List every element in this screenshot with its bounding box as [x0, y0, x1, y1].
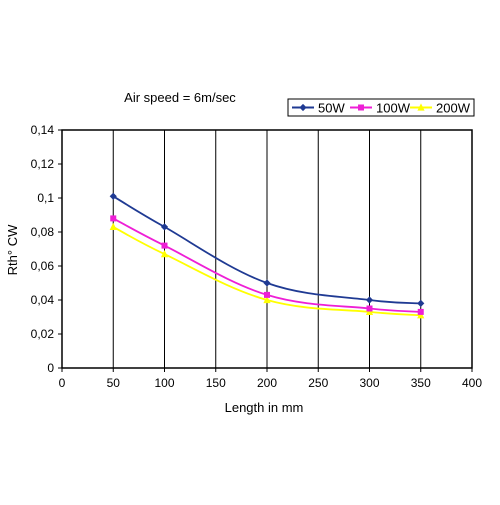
y-tick-label: 0,08: [31, 225, 55, 239]
y-tick-label: 0,12: [31, 157, 55, 171]
x-tick-label: 0: [59, 376, 66, 390]
data-point-50w: [109, 192, 117, 200]
y-tick-label: 0,04: [31, 293, 55, 307]
data-point-200w: [263, 295, 271, 304]
y-tick-label: 0,14: [31, 123, 55, 137]
x-tick-label: 250: [308, 376, 328, 390]
data-point-200w: [109, 222, 117, 230]
x-axis-label: Length in mm: [225, 400, 304, 415]
data-point-100w: [366, 305, 373, 312]
x-tick-label: 350: [411, 376, 431, 390]
y-tick-label: 0,02: [31, 327, 55, 341]
legend-label-50w: 50W: [318, 101, 345, 116]
plot-area: 0 50 100 150 200 250 300 350 400 0 0,02 0,04 0,06 0,0…: [31, 123, 483, 390]
x-tick-label: 400: [462, 376, 482, 390]
x-tick-label: 50: [107, 376, 121, 390]
legend: 50W 100W 200W: [287, 98, 475, 117]
x-tick-label: 100: [154, 376, 174, 390]
legend-box: [287, 98, 475, 117]
x-tick-label: 150: [206, 376, 226, 390]
y-tick-label: 0,1: [37, 191, 54, 205]
y-tick-label: 0,06: [31, 259, 55, 273]
legend-marker-100w: [358, 104, 364, 111]
data-point-100w: [264, 291, 270, 298]
series-100w: [110, 215, 424, 315]
chart-title: Air speed = 6m/sec: [124, 90, 236, 105]
legend-label-100w: 100W: [376, 101, 411, 116]
data-point-200w: [160, 250, 169, 258]
y-tick-label: 0: [47, 361, 54, 375]
data-point-50w: [417, 299, 425, 307]
data-point-50w: [263, 279, 271, 287]
y-axis-label: Rth° CW: [5, 224, 20, 275]
data-point-100w: [417, 308, 424, 315]
data-point-100w: [110, 215, 117, 222]
legend-label-200w: 200W: [436, 101, 471, 116]
data-point-100w: [161, 242, 168, 249]
data-point-50w: [160, 223, 169, 231]
x-tick-label: 200: [257, 376, 277, 390]
x-tick-label: 300: [359, 376, 379, 390]
legend-marker-50w: [299, 103, 307, 112]
series-50w: [109, 192, 425, 307]
data-point-50w: [365, 296, 374, 304]
legend-marker-200w: [417, 103, 425, 111]
